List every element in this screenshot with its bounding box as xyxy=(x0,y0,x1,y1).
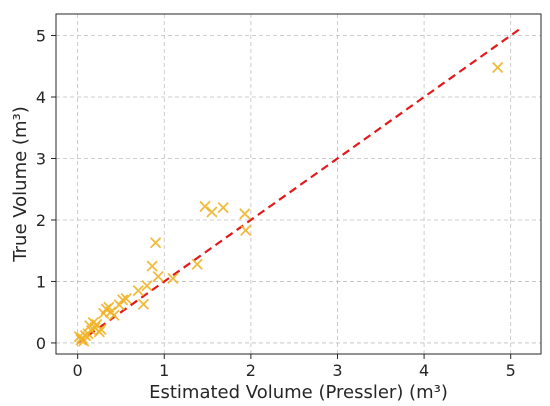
data-point xyxy=(120,293,132,305)
data-point xyxy=(206,206,218,218)
data-point xyxy=(117,294,129,306)
y-tick-label: 2 xyxy=(36,211,46,230)
grid xyxy=(56,14,541,354)
reference-line-group xyxy=(77,28,520,344)
x-tick-label: 5 xyxy=(506,361,516,380)
data-point xyxy=(199,200,211,213)
plot-frame xyxy=(55,13,542,355)
data-point xyxy=(191,258,203,270)
x-tick-label: 4 xyxy=(419,361,429,380)
data-point xyxy=(217,202,229,214)
data-point xyxy=(108,309,120,321)
data-point xyxy=(492,61,504,74)
data-point xyxy=(132,285,144,297)
x-tick-label: 3 xyxy=(332,361,342,380)
x-axis-title: Estimated Volume (Pressler) (m³) xyxy=(149,382,448,403)
data-point xyxy=(141,280,153,292)
y-tick-label: 1 xyxy=(36,272,46,291)
y-tick-label: 0 xyxy=(36,334,46,353)
y-tick-label: 3 xyxy=(36,149,46,168)
x-tick-label: 0 xyxy=(73,361,83,380)
y-axis-ticks: 0 1 2 3 4 5 xyxy=(36,27,56,353)
data-point xyxy=(137,298,150,310)
data-point xyxy=(149,237,162,249)
data-point xyxy=(240,224,252,237)
x-tick-label: 2 xyxy=(246,361,256,380)
x-axis-ticks: 0 1 2 3 4 5 xyxy=(73,354,516,380)
data-point xyxy=(95,323,107,336)
y-tick-label: 4 xyxy=(36,88,46,107)
reference-line xyxy=(77,28,520,344)
y-tick-label: 5 xyxy=(36,27,46,46)
data-point xyxy=(146,260,158,272)
data-points xyxy=(73,61,504,347)
data-point xyxy=(152,270,164,283)
data-point xyxy=(167,272,179,285)
data-point xyxy=(239,208,251,220)
y-axis-title: True Volume (m³) xyxy=(10,106,31,262)
x-tick-label: 1 xyxy=(159,361,169,380)
